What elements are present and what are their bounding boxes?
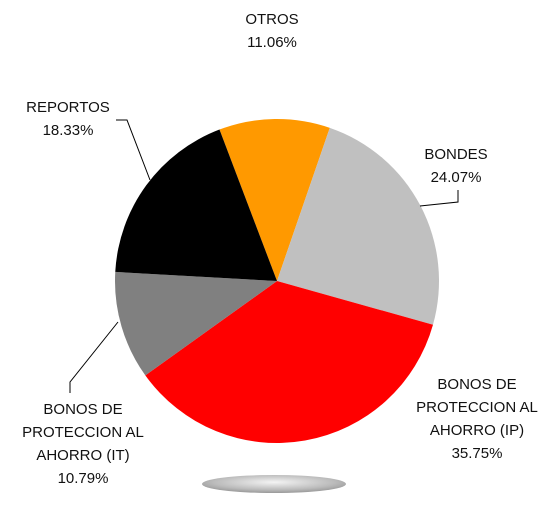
- slice-label: BONOS DE PROTECCION AL AHORRO (IT) 10.79%: [15, 398, 151, 490]
- category-label: REPORTOS: [26, 99, 110, 116]
- value-label: 10.79%: [57, 470, 109, 487]
- value-label: 11.06%: [247, 34, 297, 51]
- category-label: BONDES: [424, 146, 488, 163]
- slices: [114, 119, 439, 443]
- slice-label: REPORTOS 18.33%: [0, 96, 136, 142]
- slice-label: BONOS DE PROTECCION AL AHORRO (IP) 35.75%: [409, 373, 538, 465]
- shadow: [202, 475, 346, 493]
- slice-label: OTROS 11.06%: [204, 8, 340, 54]
- leader-line: [69, 321, 119, 393]
- pie-slice: [145, 281, 433, 443]
- pie-slice: [277, 127, 439, 325]
- pie-slice: [219, 119, 330, 282]
- category-label: BONOS DE PROTECCION AL AHORRO (IP): [416, 376, 538, 439]
- leader-line: [419, 190, 459, 207]
- pie-slice: [114, 271, 277, 376]
- value-label: 24.07%: [430, 169, 482, 186]
- leader-line: [116, 119, 151, 181]
- category-label: BONOS DE PROTECCION AL AHORRO (IT): [22, 401, 144, 464]
- value-label: 35.75%: [451, 445, 503, 462]
- value-label: 18.33%: [42, 122, 94, 139]
- pie-slice: [115, 129, 278, 281]
- category-label: OTROS: [245, 11, 299, 28]
- slice-label: BONDES 24.07%: [388, 143, 524, 189]
